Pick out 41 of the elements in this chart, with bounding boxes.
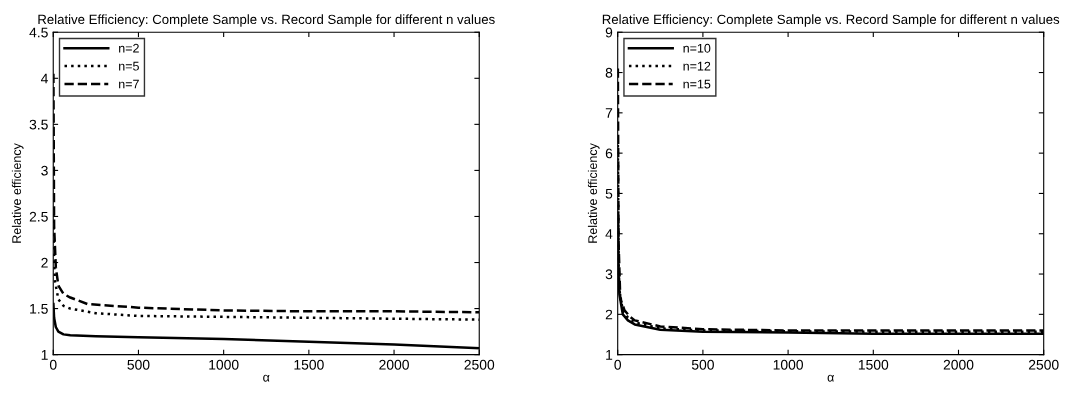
legend-label: n=10 xyxy=(683,43,711,53)
y-tick-label: 2 xyxy=(605,309,613,320)
x-tick-label: 2500 xyxy=(1028,359,1059,370)
x-tick-label: 0 xyxy=(49,359,57,370)
y-tick-label: 2.5 xyxy=(29,211,48,222)
x-axis-title: α xyxy=(263,374,270,382)
x-tick-label: 2500 xyxy=(464,359,495,370)
y-tick-label: 1 xyxy=(41,350,48,360)
y-axis-title: Relative efficiency xyxy=(11,143,24,243)
x-tick-label: 500 xyxy=(127,359,150,370)
x-tick-label: 2000 xyxy=(943,359,974,370)
x-tick-label: 500 xyxy=(691,359,714,370)
chart-title: Relative Efficiency: Complete Sample vs. Record Sample for different n values xyxy=(602,14,1060,27)
x-tick-label: 2000 xyxy=(379,359,409,370)
y-tick-label: 3 xyxy=(41,165,48,176)
x-tick-label: 0 xyxy=(614,359,622,370)
y-axis-title: Relative efficiency xyxy=(587,143,600,243)
y-tick-label: 6 xyxy=(605,148,613,159)
y-tick-label: 2 xyxy=(41,257,48,268)
x-tick-label: 1500 xyxy=(858,359,889,370)
y-tick-label: 8 xyxy=(605,67,613,78)
y-tick-label: 1 xyxy=(606,350,613,360)
y-tick-label: 4 xyxy=(605,229,613,239)
legend-label: n=7 xyxy=(119,79,139,89)
y-tick-label: 5 xyxy=(605,188,613,199)
y-tick-label: 3.5 xyxy=(29,119,48,130)
x-tick-label: 1500 xyxy=(294,359,324,370)
y-tick-label: 1.5 xyxy=(30,304,48,314)
y-tick-label: 4.5 xyxy=(29,27,48,38)
x-tick-label: 1000 xyxy=(209,359,239,370)
legend-label: n=12 xyxy=(683,61,711,71)
y-tick-label: 7 xyxy=(605,108,613,118)
legend-label: n=15 xyxy=(683,79,711,89)
legend-label: n=5 xyxy=(119,61,139,71)
chart-title: Relative Efficiency: Complete Sample vs. Record Sample for different n values xyxy=(38,14,495,27)
x-tick-label: 1000 xyxy=(773,359,804,370)
y-tick-label: 9 xyxy=(605,27,613,38)
legend-label: n=2 xyxy=(119,43,139,53)
x-axis-title: α xyxy=(827,374,834,382)
y-tick-label: 4 xyxy=(40,73,48,84)
y-tick-label: 3 xyxy=(605,269,613,280)
